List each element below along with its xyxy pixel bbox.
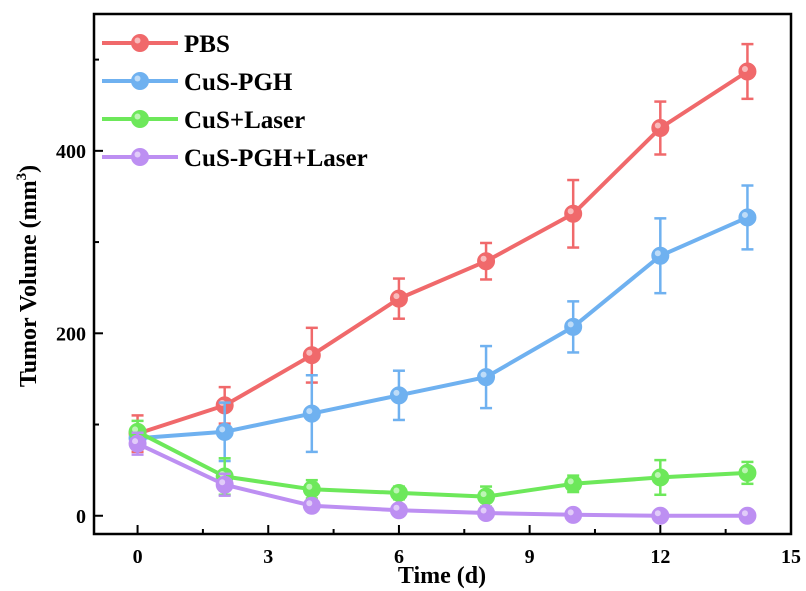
data-point-highlight bbox=[219, 479, 226, 486]
data-point bbox=[564, 204, 583, 223]
data-point-highlight bbox=[480, 255, 487, 262]
data-point-highlight bbox=[393, 487, 400, 494]
data-point-highlight bbox=[306, 349, 313, 356]
data-point bbox=[215, 422, 234, 441]
legend-marker-highlight bbox=[134, 75, 141, 82]
y-axis-title: Tumor Volume (mm3) bbox=[14, 165, 42, 387]
data-point-highlight bbox=[480, 507, 487, 514]
plot-frame bbox=[92, 12, 793, 536]
data-point bbox=[477, 368, 496, 387]
data-point-highlight bbox=[741, 467, 748, 474]
x-tick-label: 9 bbox=[525, 546, 535, 568]
data-point bbox=[389, 483, 408, 502]
data-point bbox=[738, 208, 757, 227]
data-point-highlight bbox=[219, 426, 226, 433]
x-tick-label: 6 bbox=[394, 546, 404, 568]
series-line bbox=[136, 430, 748, 499]
data-point bbox=[651, 246, 670, 265]
series-group bbox=[128, 431, 757, 525]
data-point-highlight bbox=[393, 504, 400, 511]
x-tick-label: 3 bbox=[263, 546, 273, 568]
data-point bbox=[564, 317, 583, 336]
data-point bbox=[302, 480, 321, 499]
data-point-highlight bbox=[741, 65, 748, 72]
series-line bbox=[136, 441, 748, 518]
data-point-highlight bbox=[741, 510, 748, 517]
data-point bbox=[651, 119, 670, 138]
data-point bbox=[564, 505, 583, 524]
y-tick-label: 400 bbox=[56, 141, 86, 163]
data-point-highlight bbox=[567, 321, 574, 328]
data-point-highlight bbox=[567, 208, 574, 215]
data-point bbox=[738, 62, 757, 81]
legend-label: CuS-PGH+Laser bbox=[184, 145, 368, 172]
legend-marker bbox=[131, 34, 149, 52]
y-axis-title-main: Tumor Volume (mm bbox=[16, 180, 42, 387]
legend-marker bbox=[131, 72, 149, 90]
data-point bbox=[564, 474, 583, 493]
axis-ticks: 0 3 6 9 12 15 0 200 400 bbox=[56, 58, 801, 568]
data-point-highlight bbox=[132, 438, 139, 445]
data-point-highlight bbox=[567, 509, 574, 516]
data-point bbox=[651, 468, 670, 487]
data-point-highlight bbox=[567, 478, 574, 485]
data-point bbox=[389, 501, 408, 520]
data-point-highlight bbox=[741, 211, 748, 218]
data-point-highlight bbox=[654, 471, 661, 478]
series-line bbox=[136, 69, 749, 436]
data-point bbox=[477, 487, 496, 506]
y-tick-label: 0 bbox=[76, 506, 86, 528]
data-point-highlight bbox=[132, 426, 139, 433]
legend-label: CuS+Laser bbox=[184, 107, 305, 134]
x-tick-label: 15 bbox=[781, 546, 801, 568]
data-point bbox=[738, 506, 757, 525]
data-point bbox=[302, 346, 321, 365]
data-point-highlight bbox=[306, 408, 313, 415]
x-tick-label: 12 bbox=[650, 546, 670, 568]
x-tick-label: 0 bbox=[133, 546, 143, 568]
legend-label: PBS bbox=[184, 31, 230, 58]
series-layer bbox=[128, 42, 757, 525]
data-point bbox=[302, 404, 321, 423]
data-point-highlight bbox=[654, 250, 661, 257]
series-line bbox=[137, 215, 749, 441]
data-point bbox=[651, 506, 670, 525]
y-tick-label: 200 bbox=[56, 323, 86, 345]
data-point-highlight bbox=[306, 483, 313, 490]
data-point-highlight bbox=[480, 371, 487, 378]
legend-marker-highlight bbox=[134, 37, 141, 44]
data-point bbox=[302, 496, 321, 515]
data-point bbox=[128, 434, 147, 453]
data-point-highlight bbox=[306, 500, 313, 507]
x-axis-title: Time (d) bbox=[398, 563, 486, 589]
data-point-highlight bbox=[393, 293, 400, 300]
legend-marker-highlight bbox=[134, 113, 141, 120]
y-axis-title-superscript: 3 bbox=[14, 173, 30, 181]
legend-marker-highlight bbox=[134, 151, 141, 158]
series-group bbox=[128, 184, 757, 463]
legend: PBS CuS-PGH CuS+Laser CuS-PGH+Laser bbox=[102, 31, 368, 172]
data-point-highlight bbox=[393, 389, 400, 396]
legend-marker bbox=[131, 148, 149, 166]
data-point bbox=[477, 252, 496, 271]
data-point bbox=[389, 289, 408, 308]
data-point bbox=[477, 504, 496, 523]
data-point-highlight bbox=[654, 510, 661, 517]
legend-marker bbox=[131, 110, 149, 128]
y-axis-title-close: ) bbox=[16, 165, 42, 173]
legend-label: CuS-PGH bbox=[184, 69, 293, 96]
data-point bbox=[738, 463, 757, 482]
data-point-highlight bbox=[480, 491, 487, 498]
data-point-highlight bbox=[654, 122, 661, 129]
data-point bbox=[215, 475, 234, 494]
data-point bbox=[389, 386, 408, 405]
